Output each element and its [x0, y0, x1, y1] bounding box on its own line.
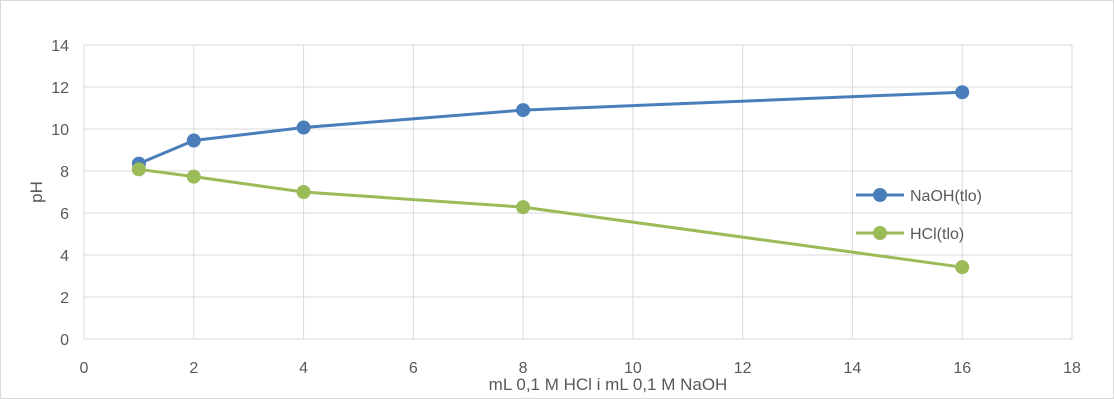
legend-marker [873, 226, 887, 240]
series-line [138, 90, 963, 166]
y-axis-title: pH [27, 181, 46, 203]
data-point [186, 169, 201, 184]
legend: NaOH(tlo) HCl(tlo) [856, 188, 982, 243]
data-point [186, 133, 201, 148]
series-line [138, 167, 963, 269]
x-tick-label: 12 [734, 360, 752, 377]
y-tick-label: 12 [51, 80, 69, 97]
x-tick-label: 14 [844, 360, 862, 377]
y-tick-labels: 0 2 4 6 8 10 12 14 [51, 38, 69, 349]
y-tick-label: 8 [60, 164, 69, 181]
data-point [296, 185, 311, 199]
y-tick-label: 14 [51, 38, 69, 55]
x-tick-label: 4 [299, 360, 308, 377]
legend-label: NaOH(tlo) [910, 188, 982, 205]
x-tick-label: 8 [519, 360, 528, 377]
x-tick-label: 2 [189, 360, 198, 377]
x-tick-label: 18 [1063, 360, 1081, 377]
y-tick-label: 2 [60, 290, 69, 307]
x-tick-label: 0 [80, 360, 89, 377]
legend-label: HCl(tlo) [910, 226, 964, 243]
y-tick-label: 10 [51, 122, 69, 139]
data-point [296, 120, 311, 135]
gridlines [83, 44, 1073, 340]
y-tick-label: 6 [60, 206, 69, 223]
data-point [955, 260, 970, 275]
x-tick-label: 6 [409, 360, 418, 377]
data-point [516, 200, 531, 215]
y-tick-label: 4 [60, 248, 69, 265]
x-tick-label: 16 [953, 360, 971, 377]
data-point [131, 162, 146, 177]
x-tick-labels: 0 2 4 6 8 10 12 14 16 18 [80, 360, 1081, 377]
data-point [516, 103, 531, 118]
y-tick-label: 0 [60, 332, 69, 349]
data-point [955, 85, 970, 100]
x-axis-title: mL 0,1 M HCl i mL 0,1 M NaOH [489, 375, 728, 394]
series-group [131, 85, 970, 275]
x-tick-label: 10 [624, 360, 642, 377]
legend-marker [873, 188, 887, 202]
